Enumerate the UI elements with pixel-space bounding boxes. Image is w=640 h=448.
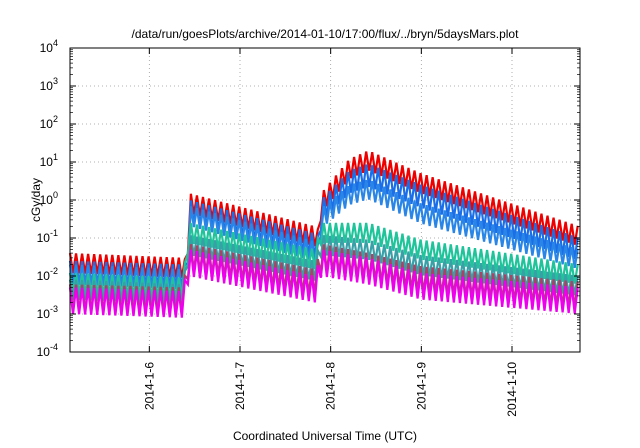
y-tick-label: 104 (40, 38, 58, 55)
x-tick-label: 2014-1-7 (233, 362, 247, 410)
y-tick-label: 102 (40, 114, 58, 131)
y-tick-label: 10-3 (37, 304, 58, 321)
chart-title: /data/run/goesPlots/archive/2014-01-10/1… (132, 27, 520, 41)
y-axis-label: cGy/day (29, 178, 43, 222)
y-tick-label: 100 (40, 190, 58, 207)
series-line-4 (68, 235, 579, 305)
series-line-6 (68, 249, 579, 318)
x-axis-label: Coordinated Universal Time (UTC) (233, 429, 417, 443)
y-tick-label: 10-4 (37, 342, 58, 359)
series-line-3 (68, 222, 579, 298)
ticks (70, 47, 580, 353)
y-tick-label: 10-1 (37, 228, 58, 245)
y-tick-label: 103 (40, 76, 58, 93)
series-line-5 (68, 244, 579, 315)
y-tick-label: 10-2 (37, 266, 58, 283)
x-tick-label: 2014-1-6 (142, 362, 156, 410)
x-tick-labels: 2014-1-6 2014-1-7 2014-1-8 2014-1-9 2014-1-1… (142, 362, 519, 417)
x-tick-label: 2014-1-10 (505, 362, 519, 417)
y-tick-label: 101 (40, 152, 58, 169)
series-line-1 (68, 164, 579, 288)
x-tick-label: 2014-1-8 (324, 362, 338, 410)
series-line-0 (68, 151, 579, 278)
y-tick-labels: 10-4 10-3 10-2 10-1 100 101 102 103 104 (37, 38, 58, 359)
series-layer (68, 151, 579, 318)
series-line-2 (68, 179, 579, 290)
x-tick-label: 2014-1-9 (414, 362, 428, 410)
